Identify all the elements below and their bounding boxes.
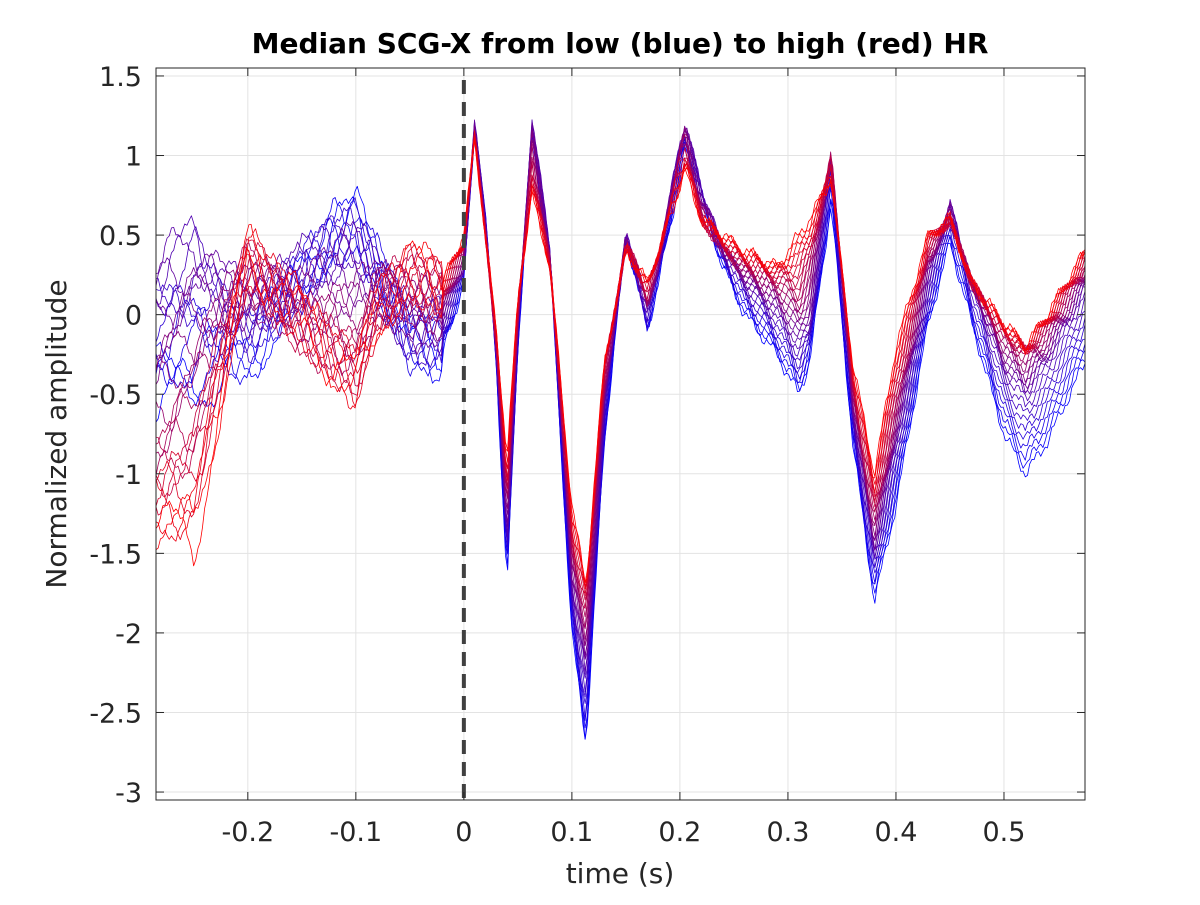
x-tick-label: 0.1 [550, 817, 593, 848]
x-tick-label: -0.1 [329, 817, 382, 848]
y-tick-label: -0.5 [89, 380, 142, 411]
x-tick-label: 0.4 [874, 817, 917, 848]
y-tick-label: -2 [115, 619, 142, 650]
y-axis-label: Normalized amplitude [40, 279, 73, 588]
chart-title: Median SCG-X from low (blue) to high (re… [252, 27, 989, 60]
y-tick-label: -3 [115, 778, 142, 809]
series-line [155, 135, 1086, 596]
x-axis-label: time (s) [566, 857, 675, 890]
axes-box [155, 67, 1086, 801]
y-tick-label: 0 [125, 301, 142, 332]
axes-frame [155, 67, 1086, 801]
y-tick-label: -1 [115, 460, 142, 491]
series-line [155, 125, 1086, 693]
y-tick-label: 1 [125, 142, 142, 173]
x-tick-label: 0 [455, 817, 472, 848]
y-tick-label: -1.5 [89, 539, 142, 570]
x-tick-label: 0.2 [658, 817, 701, 848]
y-tick-label: -2.5 [89, 698, 142, 729]
series-group [155, 119, 1086, 740]
x-axis-ticks: -0.2 -0.1 0 0.1 0.2 0.3 0.4 0.5 [221, 68, 1025, 848]
y-tick-label: 0.5 [99, 221, 142, 252]
y-axis-ticks: 1.5 1 0.5 0 -0.5 -1 -1.5 -2 -2.5 -3 [89, 62, 1085, 809]
x-tick-label: -0.2 [221, 817, 274, 848]
x-tick-label: 0.5 [983, 817, 1026, 848]
series-line [155, 138, 1086, 583]
y-tick-label: 1.5 [99, 62, 142, 93]
x-tick-label: 0.3 [766, 817, 809, 848]
